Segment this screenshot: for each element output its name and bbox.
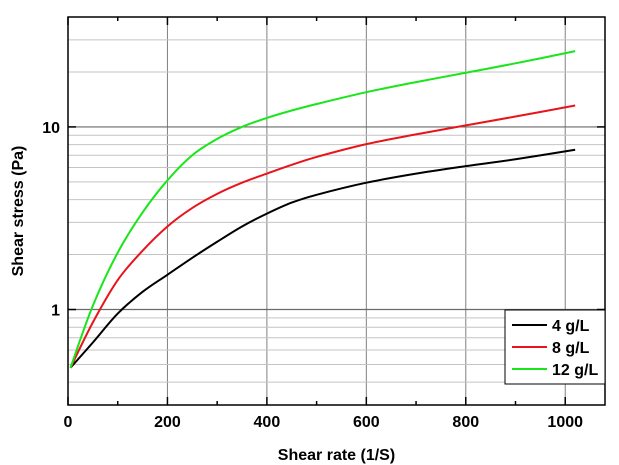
- legend-label: 8 g/L: [552, 340, 590, 357]
- x-tick-label: 600: [353, 414, 380, 431]
- series-line: [69, 148, 576, 369]
- axis-ticks: [67, 17, 605, 405]
- legend: 4 g/L 8 g/L 12 g/L: [504, 309, 606, 385]
- series-line: [69, 104, 576, 369]
- tick-labels: 0 200 400 600 800 1000 1 10: [42, 120, 583, 431]
- series-line: [69, 50, 576, 369]
- legend-label: 12 g/L: [552, 362, 598, 379]
- y-axis-label: Shear stress (Pa): [10, 146, 27, 277]
- plot-frame: [67, 16, 606, 406]
- y-tick-label: 1: [51, 303, 60, 320]
- x-tick-label: 1000: [547, 414, 583, 431]
- x-axis-label: Shear rate (1/S): [278, 447, 395, 464]
- x-tick-label: 400: [254, 414, 281, 431]
- series-lines: [69, 50, 576, 369]
- legend-label: 4 g/L: [552, 318, 590, 335]
- y-tick-label: 10: [42, 120, 60, 137]
- x-tick-label: 0: [64, 414, 73, 431]
- x-tick-label: 200: [154, 414, 181, 431]
- x-tick-label: 800: [452, 414, 479, 431]
